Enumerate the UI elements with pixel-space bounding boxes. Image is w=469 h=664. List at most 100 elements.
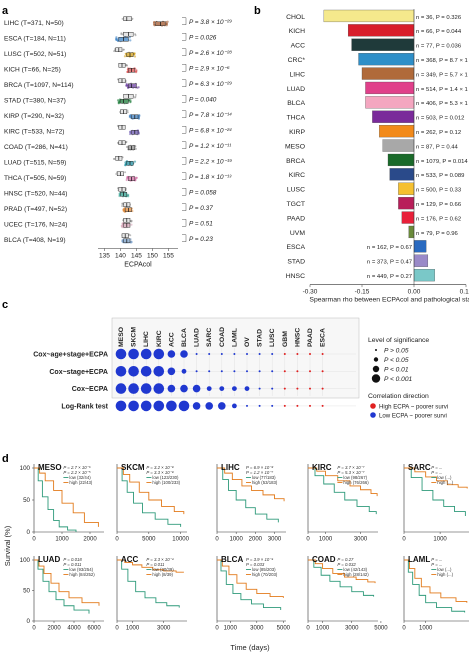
a-point — [129, 39, 132, 42]
b-bar — [351, 38, 415, 51]
a-tumor-box — [128, 83, 137, 88]
c-dot — [178, 400, 190, 412]
b-bar — [347, 24, 415, 37]
c-column-label: BLCA — [181, 328, 188, 347]
d-plot-title: LUAD — [38, 555, 60, 564]
b-bar — [361, 67, 415, 80]
a-point-normal — [113, 157, 116, 160]
c-dot — [206, 386, 212, 391]
a-category-label: HNSC (T=520, N=44) — [4, 190, 67, 197]
c-dot — [258, 353, 261, 355]
a-point — [129, 99, 132, 102]
d-plot-title: MESO — [38, 463, 62, 472]
d-x-tick-label: 3000 — [157, 626, 171, 632]
d-x-tick-label: 0 — [32, 537, 36, 543]
c-legend-dir-label: High ECPA ~ poorer survi — [379, 404, 448, 411]
c-dot — [246, 370, 248, 373]
a-category-label: PRAD (T=497, N=52) — [4, 206, 67, 213]
d-stat: P = 3.3 × 10⁻⁴ — [146, 557, 174, 562]
b-category-label: ACC — [291, 43, 305, 50]
d-x-tick-label: 0 — [215, 537, 219, 543]
d-x-tick-label: 1000 — [433, 537, 447, 543]
a-category-label: KICH (T=66, N=25) — [4, 66, 61, 73]
a-normal-box — [123, 16, 132, 21]
d-stat: P = 5.3 × 10⁻⁷ — [337, 470, 365, 475]
b-bar — [389, 168, 415, 181]
d-x-tick-label: 1000 — [55, 537, 69, 543]
b-category-label: UVM — [290, 230, 305, 237]
c-dot — [233, 370, 236, 373]
c-dot — [181, 368, 187, 374]
c-dot — [232, 386, 237, 391]
a-point — [123, 208, 126, 211]
c-legend-dir-dot — [370, 412, 376, 418]
a-point — [127, 193, 130, 196]
c-legend-dir-label: Low ECPA ~ poorer survi — [379, 413, 447, 420]
b-bar — [413, 240, 427, 253]
a-point-normal — [129, 234, 132, 237]
b-x-tick-label: 0.15 — [460, 289, 469, 296]
b-x-label: Spearman rho between ECPAcol and patholo… — [309, 297, 469, 304]
c-dot — [128, 383, 139, 394]
c-dot — [180, 384, 188, 393]
a-point — [134, 147, 137, 151]
b-bar — [387, 153, 415, 167]
c-legend-sig-dot — [375, 349, 377, 351]
c-dot — [180, 350, 188, 358]
d-y-tick-label: 0 — [27, 618, 31, 625]
b-category-label: LUAD — [287, 86, 305, 93]
a-point — [164, 20, 168, 24]
c-dot — [153, 366, 165, 377]
d-plot-title: COAD — [312, 555, 336, 564]
a-point — [153, 21, 156, 24]
d-stat: P = 0.018 — [63, 557, 82, 562]
d-curve-high — [217, 467, 285, 502]
a-category-label: ESCA (T=184, N=11) — [4, 35, 66, 42]
c-dot — [258, 370, 261, 373]
b-bar-text: n = 373, P = 0.47 — [367, 260, 412, 266]
panel-label-d: d — [2, 453, 9, 465]
d-legend-high: high (8/39) — [152, 572, 173, 577]
a-point-normal — [124, 171, 127, 174]
c-column-label: HNSC — [294, 328, 301, 347]
d-legend-high: high (100/233) — [152, 480, 180, 485]
b-bar-text: n = 503, P = 0.012 — [416, 116, 464, 122]
d-stat: P = ... — [431, 465, 442, 470]
c-dot — [296, 404, 299, 407]
d-y-tick-label: 0 — [27, 529, 31, 536]
b-bar — [382, 139, 415, 152]
c-dot — [233, 353, 236, 355]
d-stat: P = 3.2 × 10⁻⁸ — [146, 465, 174, 470]
d-stat: P = 0.27 — [337, 557, 354, 562]
d-plot-title: KIRC — [312, 463, 332, 472]
a-pvalue: P = 2.9 × 10⁻⁶ — [189, 65, 230, 72]
d-legend-low: low (...) — [437, 567, 452, 572]
a-point — [123, 164, 127, 167]
d-stat: P = 3.3 × 10⁻⁸ — [146, 470, 174, 475]
a-point-normal — [116, 187, 119, 190]
c-dot — [128, 366, 139, 377]
a-point-normal — [121, 202, 124, 205]
a-bracket — [182, 219, 187, 227]
a-point — [130, 223, 133, 226]
b-bar — [398, 197, 415, 210]
b-bar — [401, 211, 415, 224]
a-point-normal — [134, 33, 137, 36]
d-curve-high — [404, 467, 468, 489]
b-bar-text: n = 77, P = 0.036 — [416, 44, 462, 50]
c-legend-dir-dot — [370, 403, 376, 409]
a-category-label: THCA (T=505, N=59) — [4, 175, 66, 182]
b-bar-text: n = 449, P = 0.27 — [367, 274, 412, 280]
c-legend-sig-label: P < 0.001 — [384, 376, 413, 383]
a-point — [116, 39, 119, 43]
a-bracket — [182, 203, 187, 211]
a-point — [115, 38, 118, 41]
d-x-tick-label: 5000 — [142, 537, 156, 543]
b-bar — [413, 254, 429, 267]
a-pvalue: P = 2.2 × 10⁻¹⁹ — [189, 158, 232, 165]
b-bar-text: n = 87, P = 0.44 — [416, 144, 459, 150]
d-x-tick-label: 2000 — [83, 537, 97, 543]
